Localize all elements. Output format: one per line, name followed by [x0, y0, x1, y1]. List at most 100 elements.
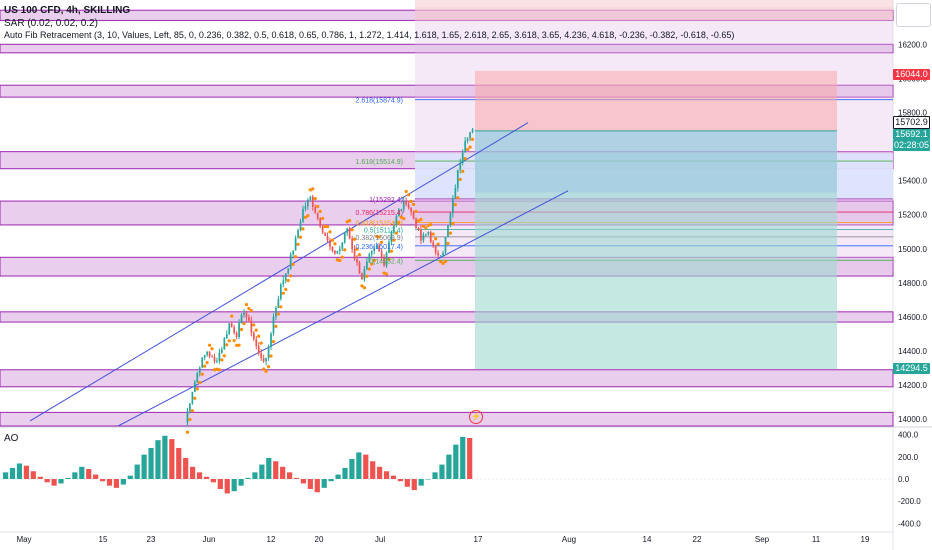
sar-dot: [200, 372, 204, 376]
sar-dot: [399, 215, 403, 219]
take-profit-zone: [475, 130, 837, 370]
candle-body: [348, 228, 351, 239]
candle-body: [208, 351, 211, 357]
candle-body: [390, 231, 393, 242]
candle-body: [235, 332, 238, 338]
time-tick-label: 23: [147, 535, 156, 544]
ao-bar: [9, 467, 16, 479]
ao-bar: [383, 471, 390, 479]
candle-body: [240, 314, 243, 324]
sar-dot: [343, 248, 347, 252]
candle-body: [267, 346, 270, 358]
candle-body: [393, 224, 395, 232]
price-candles: [186, 127, 474, 427]
sar-dot: [375, 234, 379, 239]
channel-lower-line: [117, 190, 569, 427]
candle-body: [366, 261, 368, 270]
sar-dot: [411, 202, 416, 207]
sar-dot: [185, 430, 190, 434]
candle-body: [277, 298, 280, 308]
price-tick-label: 15000.0: [898, 245, 927, 254]
sar-dot: [463, 156, 467, 161]
sar-dot: [293, 255, 298, 259]
candle-body: [252, 332, 255, 340]
candle-body: [439, 255, 442, 257]
ao-bar: [342, 467, 348, 479]
time-tick-label: 19: [861, 535, 870, 544]
ao-bar: [93, 474, 99, 479]
candle-body: [311, 196, 314, 207]
sar-dot: [296, 242, 300, 246]
candle-body: [292, 250, 294, 255]
sar-dot: [448, 231, 453, 235]
fib-indicator-label[interactable]: Auto Fib Retracement (3, 10, Values, Lef…: [4, 30, 735, 40]
sar-dot: [222, 354, 226, 358]
sar-dot: [298, 235, 303, 239]
sar-dot: [188, 417, 192, 422]
ao-indicator-label[interactable]: AO: [4, 433, 19, 444]
ao-bar: [86, 469, 92, 479]
sar-dot: [254, 328, 258, 332]
time-tick-label: Aug: [562, 535, 576, 544]
ao-bar: [106, 479, 113, 486]
fib-level-label: 1(15292.4): [369, 197, 403, 204]
candle-body: [417, 228, 420, 230]
sar-indicator-label[interactable]: SAR (0.02, 0.02, 0.2): [4, 18, 98, 29]
candle-body: [449, 213, 452, 226]
time-tick-label: 22: [693, 535, 702, 544]
sar-dot: [421, 224, 425, 228]
symbol-title[interactable]: US 100 CFD, 4h, SKILLING: [4, 5, 131, 16]
candle-body: [420, 229, 422, 241]
ao-bar: [37, 476, 43, 479]
fib-upper-area: [415, 0, 893, 21]
settings-panel-button[interactable]: [896, 3, 931, 27]
ao-bar: [99, 479, 106, 482]
ao-bar: [169, 439, 175, 479]
sar-dot: [335, 258, 339, 262]
candle-body: [324, 232, 326, 236]
ao-bar: [314, 479, 320, 493]
sar-dot: [271, 340, 276, 344]
candle-body: [434, 245, 437, 253]
fib-zone-band: [0, 43, 894, 54]
ao-bar: [44, 479, 50, 483]
sar-dot: [372, 258, 376, 262]
sar-dot: [338, 258, 342, 263]
sar-dot: [286, 278, 290, 283]
ao-bar: [266, 457, 272, 479]
sar-dot: [210, 347, 214, 351]
candle-body: [363, 269, 366, 280]
sar-dot: [230, 314, 234, 318]
fib-level-label: 1.618(15514.9): [356, 159, 403, 166]
candle-body: [442, 252, 444, 256]
candle-body: [338, 248, 341, 251]
sar-dot: [438, 259, 443, 264]
sar-dot: [239, 327, 244, 332]
lightning-icon[interactable]: ⚡: [469, 410, 483, 424]
ao-bar: [120, 479, 126, 485]
sar-dot: [352, 237, 357, 241]
ao-bar: [113, 479, 120, 488]
ao-bar: [259, 464, 265, 479]
sar-dot: [466, 147, 470, 152]
candle-body: [304, 206, 307, 209]
candle-body: [211, 356, 213, 358]
sar-dot: [436, 242, 440, 246]
candle-body: [385, 252, 388, 266]
sar-dot: [394, 231, 398, 235]
candle-body: [260, 353, 263, 359]
time-tick-label: 15: [99, 535, 108, 544]
ao-bar: [30, 471, 36, 479]
time-tick-label: 14: [643, 535, 652, 544]
sar-dot: [220, 358, 224, 362]
price-tick-label: 15200.0: [898, 211, 927, 220]
sar-dot: [357, 253, 362, 257]
sar-dot: [345, 220, 349, 224]
stop-price-label: 16044.0: [893, 69, 930, 80]
price-tick-label: 14800.0: [898, 279, 927, 288]
ao-bar: [418, 479, 424, 486]
ao-bar: [467, 437, 473, 479]
ao-bar: [411, 479, 417, 491]
ao-bar: [446, 454, 452, 479]
